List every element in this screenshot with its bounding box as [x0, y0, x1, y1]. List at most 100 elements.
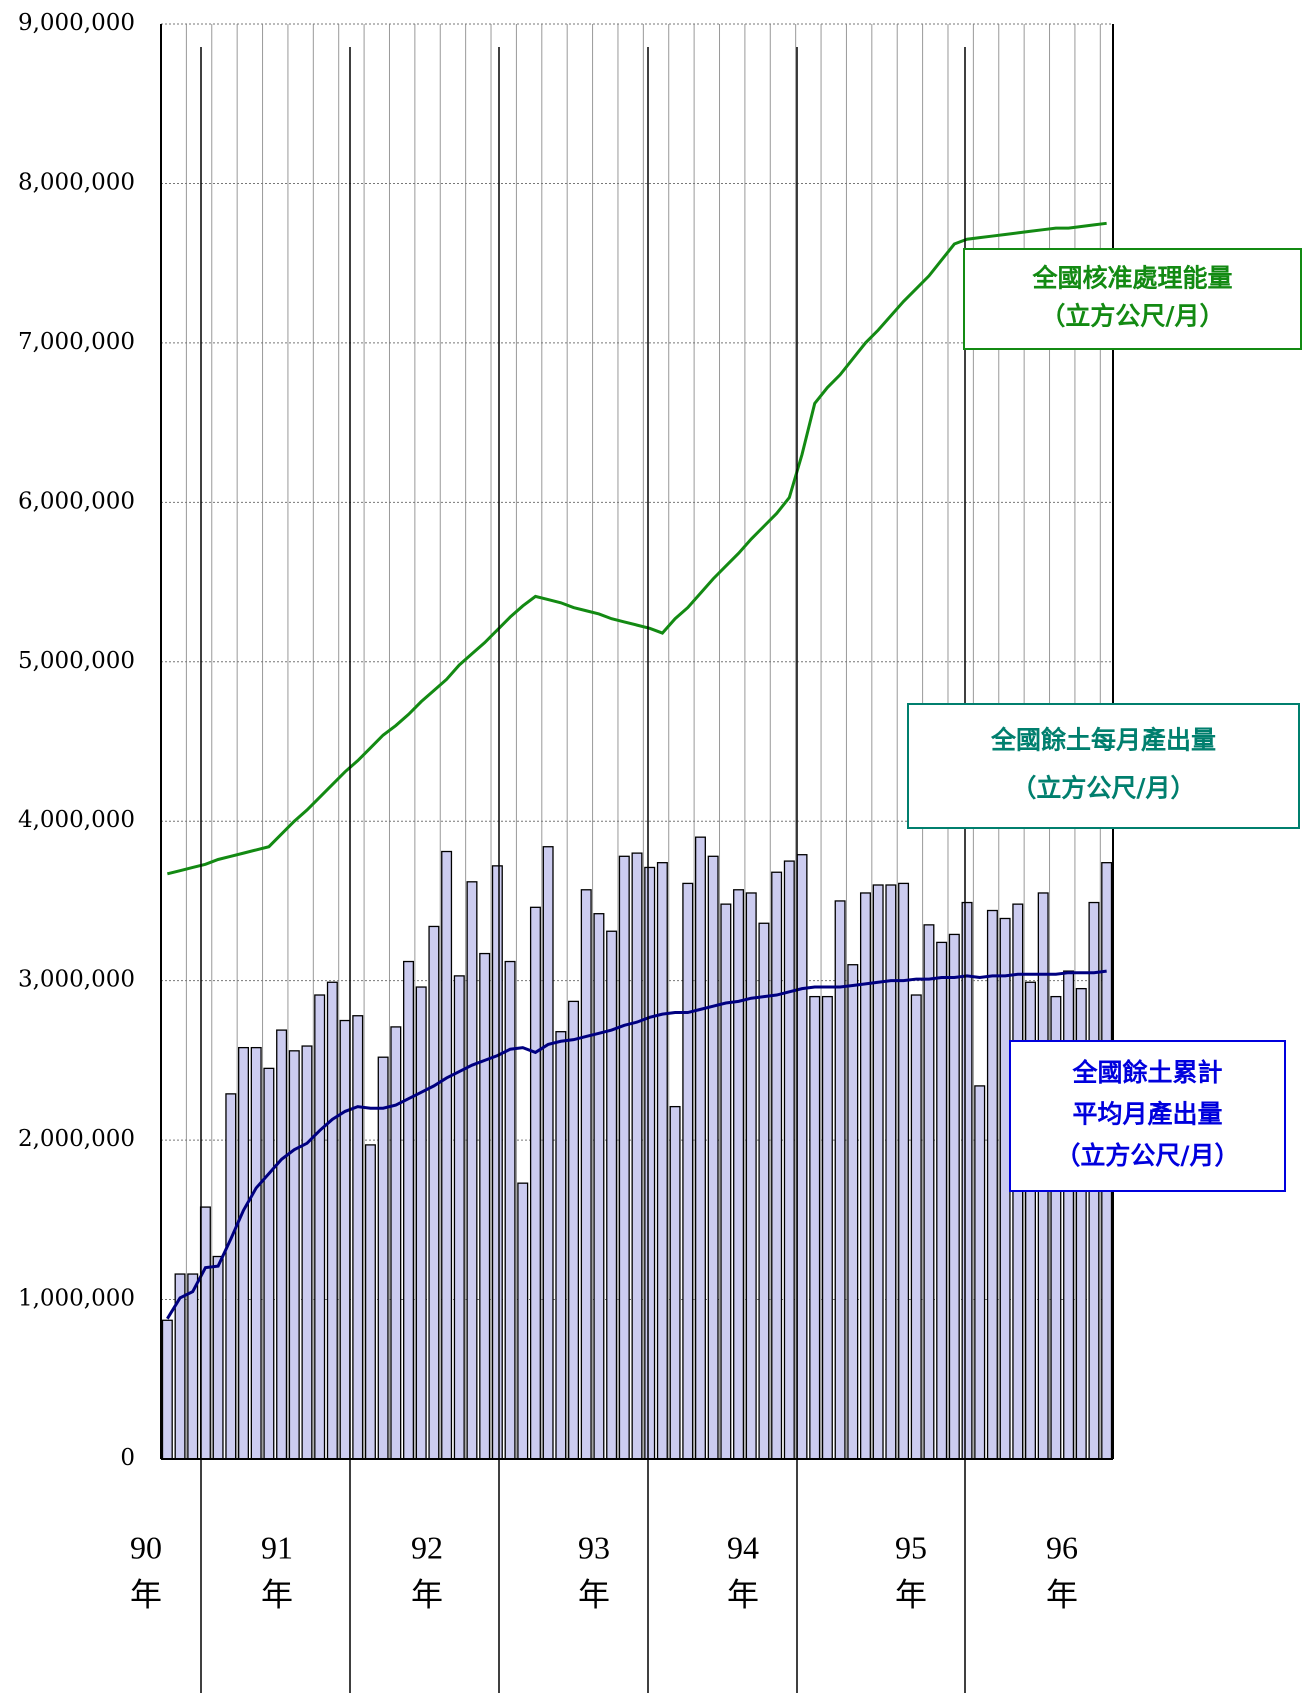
bar — [491, 865, 503, 1460]
bar — [859, 892, 871, 1460]
bar — [936, 941, 948, 1460]
bar — [568, 1000, 580, 1460]
bar — [187, 1273, 199, 1460]
bar — [542, 846, 554, 1460]
bar — [161, 1319, 173, 1460]
line — [166, 969, 1107, 1320]
bar — [606, 930, 618, 1460]
bar — [314, 994, 326, 1460]
bar — [796, 854, 808, 1460]
year-label: 94 — [727, 1529, 759, 1565]
legend-label: 全國餘土累計 — [1071, 1058, 1222, 1087]
legend-label: （立方公尺/月） — [1055, 1141, 1239, 1170]
y-tick-label: 5,000,000 — [18, 648, 135, 674]
bar — [593, 913, 605, 1460]
bar — [847, 964, 859, 1460]
bar — [288, 1050, 300, 1460]
bar — [301, 1045, 313, 1460]
year-label: 93 — [578, 1529, 610, 1565]
y-tick-label: 7,000,000 — [18, 329, 135, 355]
bar — [910, 994, 922, 1460]
bar — [986, 909, 998, 1460]
bar — [339, 1019, 351, 1460]
year-label: 95 — [895, 1529, 927, 1565]
year-suffix: 年 — [130, 1576, 162, 1612]
bar — [415, 986, 427, 1460]
legend-box — [963, 248, 1302, 350]
bar — [656, 862, 668, 1460]
bar — [885, 884, 897, 1460]
bar — [974, 1085, 986, 1460]
bar — [644, 866, 656, 1460]
legend-box — [1009, 1040, 1286, 1192]
y-tick-label: 9,000,000 — [18, 10, 135, 36]
bar — [263, 1067, 275, 1460]
bar — [783, 860, 795, 1460]
bar — [352, 1015, 364, 1460]
bar — [250, 1046, 262, 1460]
year-suffix: 年 — [895, 1576, 927, 1612]
y-tick-label: 1,000,000 — [18, 1286, 135, 1312]
legend-label: 平均月產出量 — [1072, 1100, 1222, 1129]
year-label: 96 — [1046, 1529, 1078, 1565]
bar — [529, 906, 541, 1460]
bar — [961, 901, 973, 1460]
y-tick-label: 4,000,000 — [18, 807, 135, 833]
legend-label: （立方公尺/月） — [1040, 302, 1224, 331]
legend-label: （立方公尺/月） — [1011, 773, 1195, 802]
bar — [923, 924, 935, 1460]
bar — [669, 1105, 681, 1460]
bar — [479, 952, 491, 1460]
bar — [999, 917, 1011, 1460]
bar — [428, 925, 440, 1460]
year-suffix: 年 — [727, 1576, 759, 1612]
year-suffix: 年 — [1046, 1576, 1078, 1612]
bar — [707, 855, 719, 1460]
bar — [276, 1029, 288, 1460]
bar — [898, 882, 910, 1460]
bar — [834, 900, 846, 1460]
bar — [580, 889, 592, 1460]
bar — [872, 884, 884, 1460]
bar — [326, 981, 338, 1460]
bar — [821, 995, 833, 1460]
y-tick-label: 8,000,000 — [18, 169, 135, 195]
bar — [618, 855, 630, 1460]
bar — [631, 852, 643, 1460]
bar — [403, 960, 415, 1460]
year-label: 90 — [130, 1529, 162, 1565]
year-suffix: 年 — [261, 1576, 293, 1612]
bar — [720, 903, 732, 1460]
y-tick-label: 2,000,000 — [18, 1126, 135, 1152]
bar — [466, 881, 478, 1460]
bar — [441, 850, 453, 1460]
bar — [758, 922, 770, 1460]
bar — [745, 892, 757, 1460]
legend-box — [907, 703, 1300, 829]
y-tick-label: 6,000,000 — [18, 488, 135, 514]
bar — [517, 1182, 529, 1460]
y-tick-label: 0 — [120, 1445, 135, 1471]
bar — [453, 975, 465, 1460]
bar — [212, 1255, 224, 1460]
year-label: 91 — [261, 1529, 293, 1565]
bar — [948, 933, 960, 1460]
line — [166, 221, 1107, 876]
bar — [225, 1093, 237, 1460]
bar — [555, 1031, 567, 1460]
bar — [771, 871, 783, 1460]
bar — [809, 995, 821, 1460]
bar — [733, 889, 745, 1460]
bar — [682, 882, 694, 1460]
legend-label: 全國核准處理能量 — [1031, 263, 1232, 292]
bar — [377, 1056, 389, 1460]
bar — [504, 960, 516, 1460]
bar — [390, 1026, 402, 1460]
y-tick-label: 3,000,000 — [18, 967, 135, 993]
year-label: 92 — [411, 1529, 443, 1565]
bar — [364, 1144, 376, 1460]
bar — [199, 1206, 211, 1460]
legend-label: 全國餘土每月產出量 — [990, 726, 1216, 755]
bar — [238, 1046, 250, 1460]
